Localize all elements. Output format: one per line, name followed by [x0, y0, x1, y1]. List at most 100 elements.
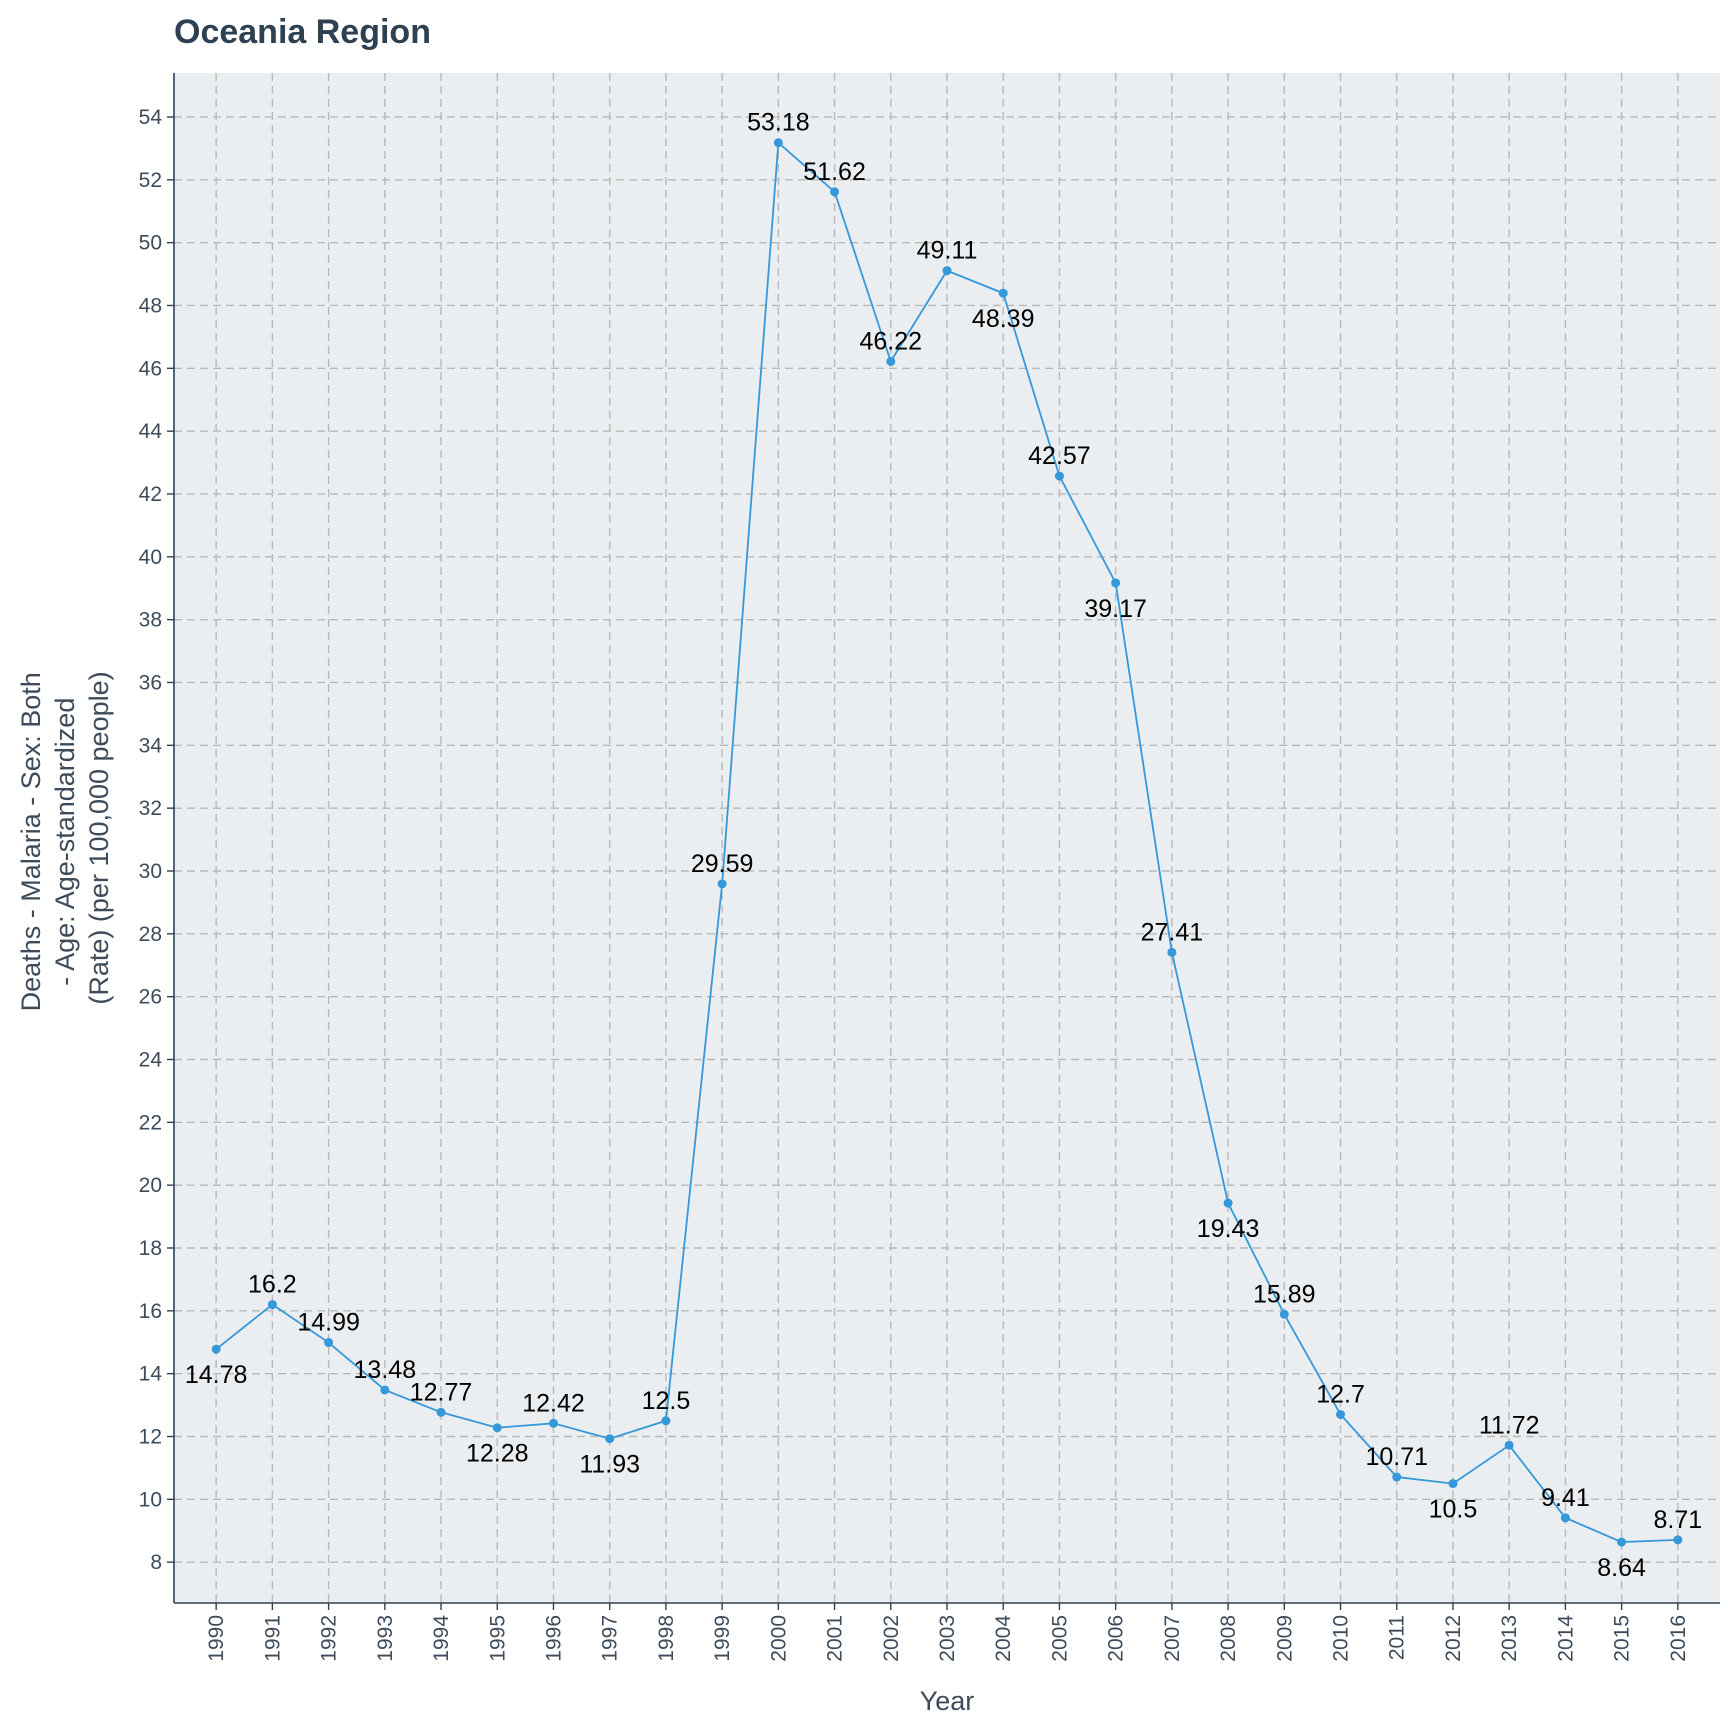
data-label: 48.39: [972, 305, 1035, 333]
y-axis-title-line-3: (Rate) (per 100,000 people): [84, 671, 114, 1004]
y-tick-label: 36: [139, 671, 162, 694]
y-tick-label: 44: [139, 420, 163, 443]
x-tick-label: 2013: [1498, 1615, 1521, 1662]
data-label: 12.7: [1316, 1380, 1365, 1408]
x-tick-label: 1995: [486, 1615, 509, 1662]
data-point: [548, 1418, 558, 1428]
data-label: 49.11: [917, 237, 978, 265]
data-points: [211, 138, 1683, 1547]
data-label: 13.48: [354, 1356, 417, 1384]
y-tick-label: 34: [139, 734, 163, 757]
data-label: 39.17: [1084, 595, 1147, 623]
x-tick-label: 1991: [261, 1615, 284, 1662]
data-label: 29.59: [691, 850, 754, 878]
y-tick-label: 46: [139, 357, 162, 380]
data-label: 15.89: [1253, 1280, 1316, 1308]
data-label: 46.22: [860, 327, 923, 355]
data-label: 51.62: [803, 158, 866, 186]
data-label: 14.99: [297, 1309, 360, 1337]
x-tick-label: 2006: [1105, 1615, 1128, 1662]
x-tick-label: 2003: [936, 1615, 959, 1662]
data-point: [1054, 471, 1064, 481]
y-tick-label: 40: [139, 546, 162, 569]
data-point: [324, 1338, 334, 1348]
data-label: 10.71: [1365, 1443, 1428, 1471]
data-point: [1617, 1537, 1627, 1547]
x-tick-label: 2012: [1442, 1615, 1465, 1662]
y-tick-label: 16: [139, 1300, 162, 1323]
y-axis-title-line-2: - Age: Age-standardized: [50, 698, 80, 986]
data-point: [886, 356, 896, 366]
data-point: [773, 138, 783, 148]
x-tick-label: 2008: [1217, 1615, 1240, 1662]
data-point: [380, 1385, 390, 1395]
y-tick-label: 24: [139, 1048, 163, 1071]
x-tick-label: 2001: [824, 1615, 847, 1662]
data-label: 16.2: [248, 1271, 297, 1299]
data-label: 11.93: [579, 1451, 640, 1479]
data-point: [717, 879, 727, 889]
data-point: [942, 266, 952, 276]
data-label: 8.71: [1654, 1506, 1703, 1534]
data-label: 12.77: [410, 1378, 473, 1406]
x-tick-label: 2009: [1273, 1615, 1296, 1662]
x-tick-label: 2014: [1554, 1615, 1577, 1662]
y-tick-label: 20: [139, 1174, 162, 1197]
x-tick-label: 2000: [767, 1615, 790, 1662]
data-point: [605, 1434, 615, 1444]
y-tick-label: 32: [139, 797, 162, 820]
data-label: 12.5: [642, 1387, 691, 1415]
y-axis-title-line-1: Deaths - Malaria - Sex: Both: [16, 672, 46, 1011]
x-tick-label: 2002: [880, 1615, 903, 1662]
y-tick-label: 12: [139, 1425, 162, 1448]
x-tick-label: 1999: [711, 1615, 734, 1662]
data-point: [1504, 1440, 1514, 1450]
x-tick-label: 2011: [1386, 1615, 1409, 1660]
x-gridlines: [215, 73, 1679, 1603]
data-label: 11.72: [1479, 1411, 1540, 1439]
y-tick-label: 14: [139, 1363, 163, 1386]
x-tick-label: 1993: [374, 1615, 397, 1662]
data-point: [1448, 1479, 1458, 1489]
data-point: [1336, 1409, 1346, 1419]
y-tick-label: 52: [139, 169, 162, 192]
y-tick-label: 30: [139, 860, 162, 883]
data-point: [830, 187, 840, 197]
data-label: 19.43: [1197, 1215, 1260, 1243]
y-tick-label: 18: [139, 1237, 162, 1260]
y-tick-label: 10: [139, 1488, 162, 1511]
data-label: 8.64: [1597, 1554, 1646, 1582]
data-point: [1279, 1309, 1289, 1319]
data-point: [1167, 947, 1177, 957]
chart-title: Oceania Region: [174, 13, 431, 51]
x-tick-label: 1990: [205, 1615, 228, 1662]
y-tick-label: 38: [139, 609, 162, 632]
x-tick-label: 1994: [430, 1615, 453, 1662]
data-point: [492, 1423, 502, 1433]
y-tick-label: 22: [139, 1111, 162, 1134]
data-point: [267, 1300, 277, 1310]
y-axis-ticks: 8 10 12 14 16 18 20 22 24 26 28 30 32 34 36 38 40 42 44 46 4…: [139, 106, 174, 1574]
data-label: 10.5: [1429, 1496, 1478, 1524]
data-point: [436, 1407, 446, 1417]
y-tick-label: 54: [139, 106, 163, 129]
data-label: 42.57: [1028, 442, 1091, 470]
x-tick-label: 2004: [992, 1615, 1015, 1662]
x-tick-label: 2016: [1667, 1615, 1690, 1662]
y-tick-label: 42: [139, 483, 162, 506]
data-label: 27.41: [1141, 918, 1204, 946]
data-point: [998, 288, 1008, 298]
data-label: 12.42: [522, 1389, 585, 1417]
data-point: [1392, 1472, 1402, 1482]
data-label: 14.78: [185, 1361, 248, 1389]
x-tick-label: 2007: [1161, 1615, 1184, 1662]
data-point: [1673, 1535, 1683, 1545]
y-tick-label: 26: [139, 986, 162, 1009]
x-axis-ticks: 1990 1991 1992 1993 1994 1995 1996 1997 1998 1999…: [205, 1603, 1690, 1662]
data-point: [661, 1416, 671, 1426]
x-tick-label: 2010: [1330, 1615, 1353, 1662]
y-tick-label: 48: [139, 294, 162, 317]
y-axis-title: Deaths - Malaria - Sex: Both - Age: Age-…: [16, 665, 114, 1012]
